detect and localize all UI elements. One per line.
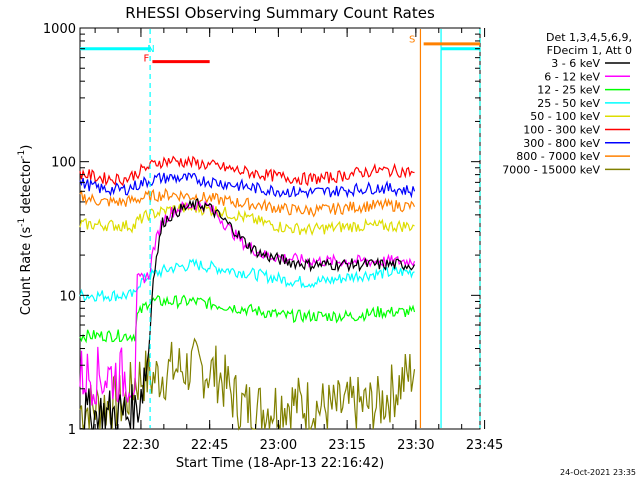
y-tick-label-0: 1: [68, 423, 76, 438]
y-axis-label: Count Rate (s-1 detector-1): [17, 145, 34, 316]
legend: Det 1,3,4,5,6,9, FDecim 1, Att 0 3 - 6 k…: [502, 31, 632, 176]
y-axis: 1 10 100 1000: [43, 22, 480, 438]
series-line-4: [79, 201, 415, 237]
legend-label-6: 300 - 800 keV: [523, 137, 600, 150]
y-axis-label-mid: detector: [19, 158, 34, 218]
x-axis-label: Start Time (18-Apr-13 22:16:42): [176, 456, 384, 471]
overlay-group: NF S: [80, 29, 481, 428]
series-line-0: [79, 198, 416, 430]
series-line-7: [79, 187, 416, 218]
y-axis-label-sup2: -1: [17, 150, 27, 159]
x-axis: 22:30 22:45 23:00 23:15 23:30 23:45: [94, 28, 503, 453]
legend-label-5: 100 - 300 keV: [523, 124, 600, 137]
series-line-5: [79, 155, 415, 187]
x-tick-label-4: 23:30: [397, 438, 434, 453]
series-line-8: [79, 337, 416, 431]
legend-header-line1: Det 1,3,4,5,6,9,: [546, 31, 632, 44]
y-axis-label-end: ): [19, 145, 34, 150]
annotation-N: N: [147, 44, 154, 55]
legend-label-4: 50 - 100 keV: [530, 110, 600, 123]
x-tick-label-2: 23:00: [260, 438, 297, 453]
legend-label-2: 12 - 25 keV: [537, 84, 600, 97]
legend-label-0: 3 - 6 keV: [551, 57, 600, 70]
legend-label-7: 800 - 7000 keV: [516, 150, 600, 163]
x-tick-label-0: 22:30: [122, 438, 159, 453]
y-tick-label-1: 10: [59, 289, 76, 304]
series-line-2: [79, 294, 416, 344]
series-line-3: [79, 258, 415, 303]
y-axis-label-main: Count Rate (s: [19, 227, 34, 316]
legend-header-line2: FDecim 1, Att 0: [547, 44, 632, 57]
x-tick-label-3: 23:15: [328, 438, 365, 453]
annotation-S: S: [409, 34, 415, 45]
series-group: [79, 155, 416, 431]
x-tick-label-1: 22:45: [191, 438, 228, 453]
footer-timestamp: 24-Oct-2021 23:35: [560, 468, 636, 477]
annotation-F: F: [144, 54, 150, 65]
legend-label-8: 7000 - 15000 keV: [502, 163, 600, 176]
legend-label-1: 6 - 12 keV: [544, 70, 600, 83]
y-tick-label-3: 1000: [43, 22, 76, 37]
x-tick-label-5: 23:45: [466, 438, 503, 453]
legend-label-3: 25 - 50 keV: [537, 97, 600, 110]
plot-area: NF S: [79, 27, 481, 431]
chart-title: RHESSI Observing Summary Count Rates: [125, 4, 435, 22]
y-tick-label-2: 100: [51, 156, 76, 171]
series-line-6: [79, 172, 416, 199]
y-axis-label-sup1: -1: [17, 218, 27, 227]
